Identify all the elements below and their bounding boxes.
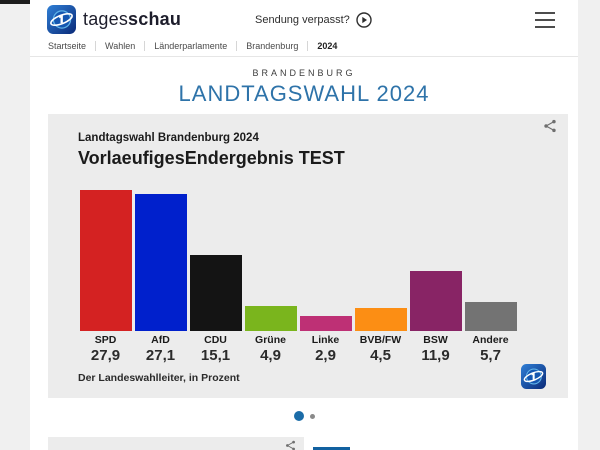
site-header: tagesschau Sendung verpasst? Startseite …: [30, 0, 578, 57]
bar-value: 4,9: [260, 347, 281, 364]
play-icon[interactable]: [356, 12, 372, 28]
bar-label: BSW: [423, 334, 448, 346]
breadcrumb-item-laenderparlamente[interactable]: Länderparlamente: [145, 41, 238, 51]
bar-label: BVB/FW: [359, 334, 402, 346]
bar: [244, 306, 297, 331]
hero-kicker: BRANDENBURG: [252, 68, 356, 78]
bar-value: 2,9: [315, 347, 336, 364]
bar-label: SPD: [94, 334, 117, 346]
breadcrumb-item-brandenburg[interactable]: Brandenburg: [237, 41, 309, 51]
bar-label: Linke: [311, 334, 340, 346]
bar-value: 4,5: [370, 347, 391, 364]
share-icon[interactable]: [285, 440, 296, 450]
chart-title: Landtagswahl Brandenburg 2024: [78, 132, 259, 144]
top-left-dark-strip: [0, 0, 30, 4]
bar-column: Grüne 4,9: [243, 190, 298, 364]
bar-column: Linke 2,9: [298, 190, 353, 364]
bar-chart: SPD 27,9 AfD 27,1 CDU 15,1 Grüne 4,9 Linke 2,9 BVB…: [78, 190, 518, 364]
bar-column: SPD 27,9: [78, 190, 133, 364]
chart-subtitle: VorlaeufigesEndergebnis TEST: [78, 148, 345, 168]
broadcast-label: Sendung verpasst?: [255, 14, 350, 26]
bar: [409, 270, 462, 331]
bar-value: 27,9: [90, 347, 121, 364]
bar-label: AfD: [151, 334, 170, 346]
bar-column: CDU 15,1: [188, 190, 243, 364]
bar-column: AfD 27,1: [133, 190, 188, 364]
carousel-dots: [30, 411, 578, 421]
bar-column: Andere 5,7: [463, 190, 518, 364]
bar: [354, 308, 407, 331]
carousel-dot[interactable]: [309, 413, 315, 419]
bar-value: 27,1: [145, 347, 176, 364]
next-widget-card-partial: [48, 437, 304, 450]
brand-wordmark[interactable]: tagesschau: [83, 9, 181, 30]
brand-suffix: schau: [128, 9, 182, 29]
breadcrumb: Startseite Wahlen Länderparlamente Brand…: [48, 41, 346, 51]
bar-label: Andere: [472, 334, 509, 346]
bar-value: 11,9: [421, 347, 450, 364]
carousel-dot-active[interactable]: [293, 411, 304, 421]
results-chart-card: Landtagswahl Brandenburg 2024 Vorlaeufig…: [48, 114, 568, 398]
page-content: tagesschau Sendung verpasst? Startseite …: [30, 0, 578, 450]
bar: [134, 194, 187, 331]
bar-value: 15,1: [200, 347, 231, 364]
share-icon[interactable]: [543, 119, 557, 133]
bar-column: BVB/FW 4,5: [353, 190, 408, 364]
bar: [79, 190, 132, 331]
broadcast-link[interactable]: Sendung verpasst?: [255, 12, 372, 28]
bar-label: Grüne: [255, 334, 286, 346]
breadcrumb-item-current[interactable]: 2024: [317, 41, 338, 51]
tagesschau-globe-icon: [521, 364, 546, 389]
bar-label: CDU: [204, 334, 227, 346]
bar: [464, 302, 517, 331]
page-title: LANDTAGSWAHL 2024: [178, 81, 430, 106]
menu-hamburger-icon[interactable]: [535, 12, 555, 28]
chart-source: Der Landeswahlleiter, in Prozent: [78, 372, 240, 384]
next-widget-accent-bar: [313, 447, 350, 450]
tagesschau-logo-icon[interactable]: [47, 5, 76, 34]
brand-prefix: tages: [83, 9, 129, 29]
bar-column: BSW 11,9: [408, 190, 463, 364]
breadcrumb-item-wahlen[interactable]: Wahlen: [96, 41, 146, 51]
breadcrumb-item-startseite[interactable]: Startseite: [48, 41, 97, 51]
bar: [189, 254, 242, 331]
hero-section: BRANDENBURG LANDTAGSWAHL 2024: [30, 57, 578, 107]
bar: [299, 316, 352, 331]
bar-value: 5,7: [480, 347, 501, 364]
